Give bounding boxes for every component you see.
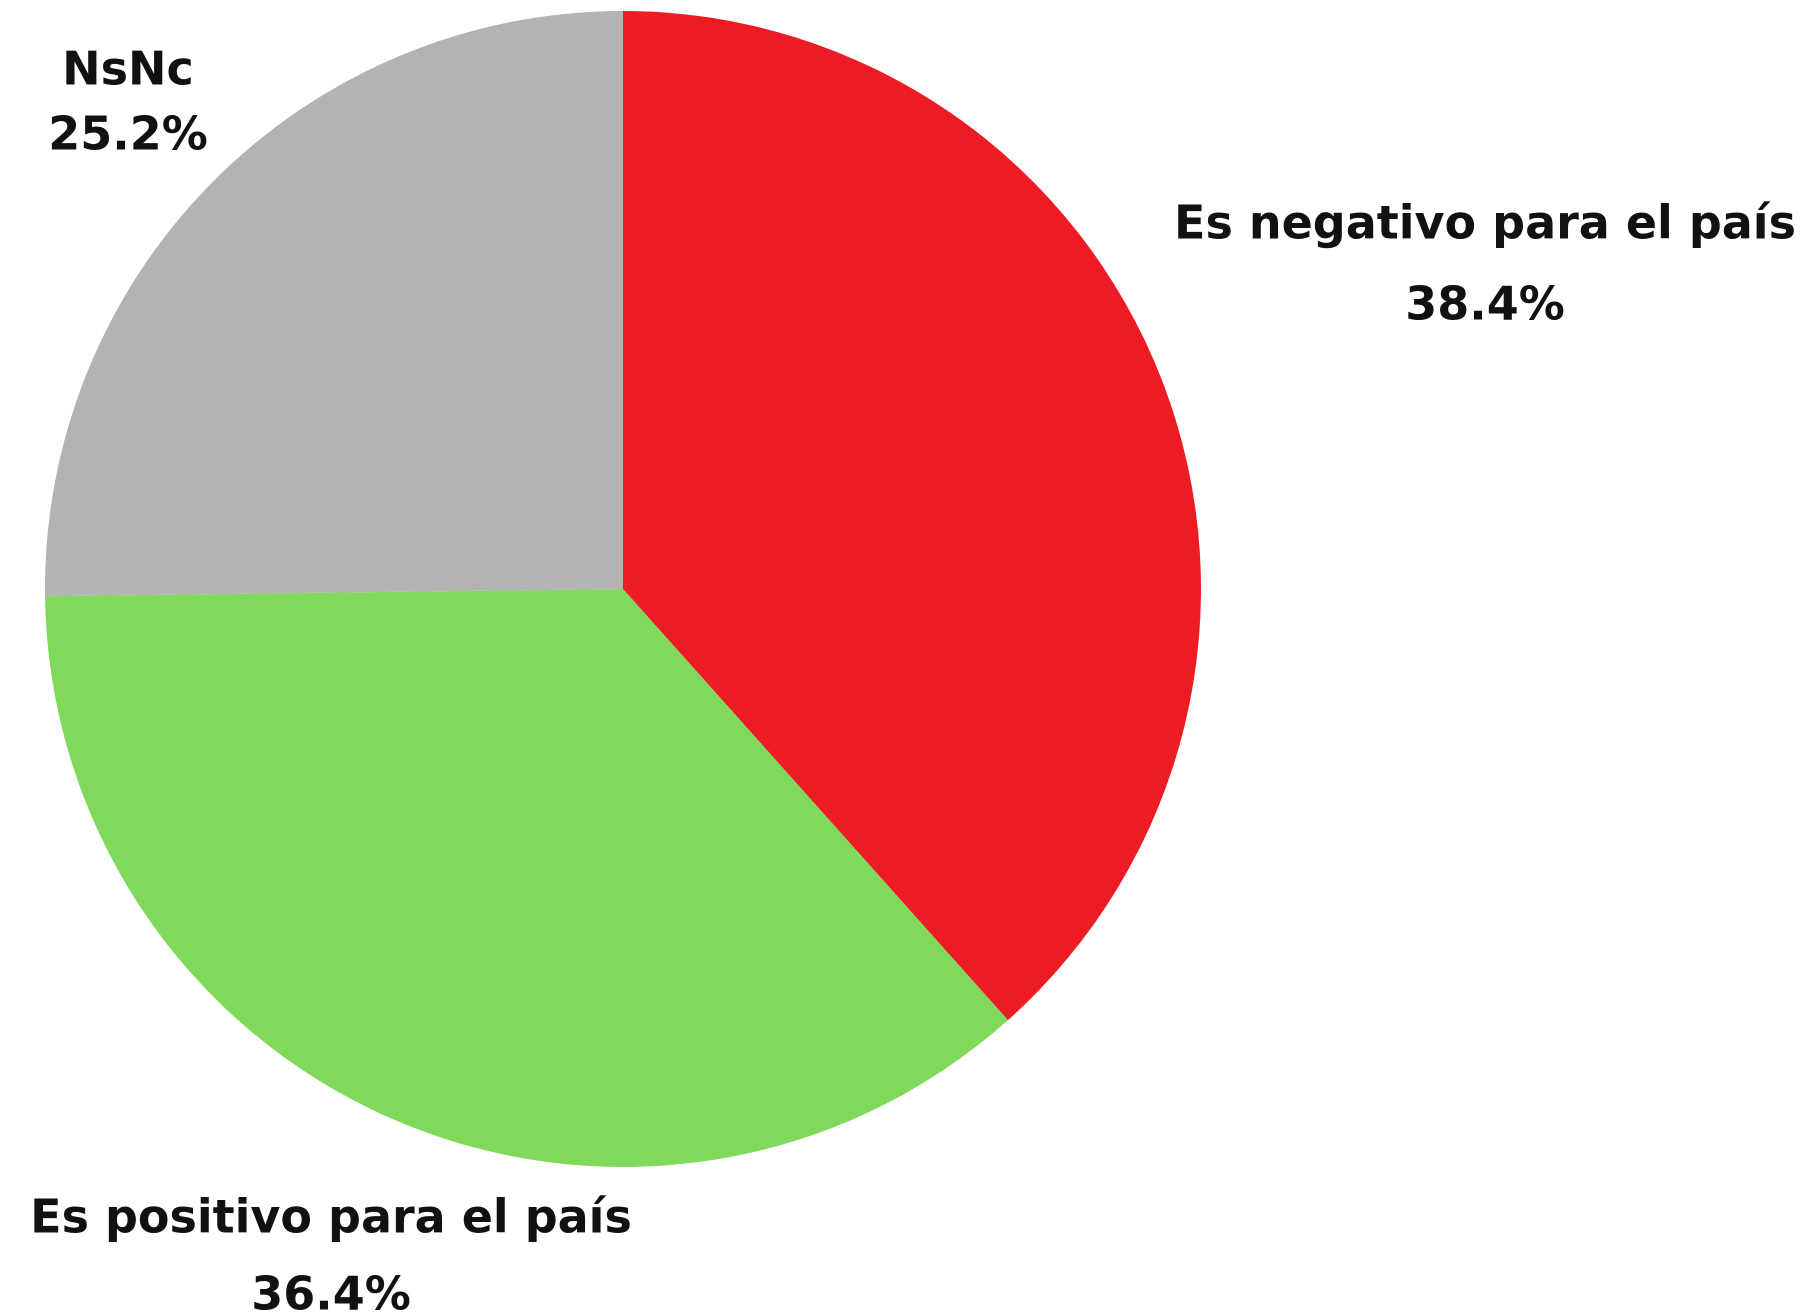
- slice-value-label: 36.4%: [251, 1267, 411, 1314]
- slice-label: Es negativo para el país: [1174, 196, 1796, 250]
- slice-label: NsNc: [62, 42, 194, 96]
- pie-slice: [45, 589, 1008, 1167]
- slice-label: Es positivo para el país: [30, 1190, 632, 1244]
- pie-slice: [623, 11, 1201, 1021]
- slice-value-label: 25.2%: [48, 107, 208, 161]
- slice-value-label: 38.4%: [1405, 277, 1565, 331]
- pie-slice: [44, 11, 623, 597]
